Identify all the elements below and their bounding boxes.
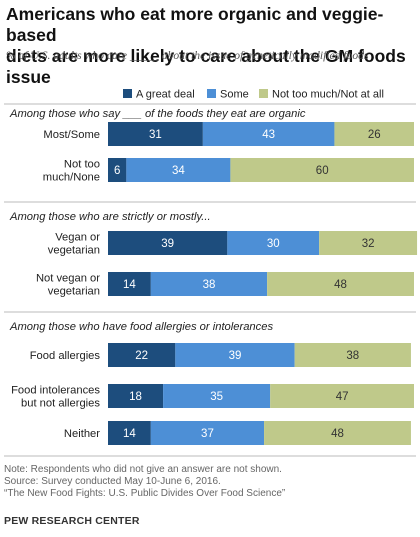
data-label-g3-r3-s1: 14 bbox=[123, 428, 136, 440]
data-label-g1-r2-s3: 60 bbox=[316, 165, 329, 177]
category-label-g2-r2-line2: vegetarian bbox=[48, 286, 100, 298]
bar-segment-g3-r3-s1 bbox=[108, 421, 151, 445]
bar-segment-g3-r3-s2 bbox=[150, 421, 265, 445]
data-label-g3-r1-s2: 39 bbox=[229, 350, 242, 362]
bar-segment-g3-r1-s3 bbox=[294, 343, 411, 367]
data-label-g3-r3-s2: 37 bbox=[201, 428, 214, 440]
category-label-g2-r2-line1: Not vegan or bbox=[36, 273, 100, 285]
bar-segment-g1-r1-s1 bbox=[108, 122, 203, 146]
data-label-g2-r2-s3: 48 bbox=[334, 279, 347, 291]
chart-title: Americans who eat more organic and veggi… bbox=[6, 4, 416, 88]
note-line-1: Note: Respondents who did not give an an… bbox=[4, 464, 282, 475]
bar-segment-g3-r2-s3 bbox=[270, 384, 414, 408]
category-label-g3-r2-line2: but not allergies bbox=[21, 398, 100, 410]
chart-subtitle: % of U.S. adults who care _____ about th… bbox=[6, 49, 369, 62]
legend-swatch-3 bbox=[259, 89, 268, 98]
data-label-g1-r1-s1: 31 bbox=[149, 129, 162, 141]
data-label-g3-r2-s1: 18 bbox=[129, 391, 142, 403]
note-line-3: “The New Food Fights: U.S. Public Divide… bbox=[4, 488, 286, 499]
legend-label-3: Not too much/Not at all bbox=[272, 89, 384, 101]
data-label-g2-r1-s2: 30 bbox=[267, 238, 280, 250]
group-heading-3: Among those who have food allergies or i… bbox=[9, 321, 273, 333]
category-label-g3-r1-line1: Food allergies bbox=[30, 350, 101, 362]
category-label-g2-r1-line2: vegetarian bbox=[48, 245, 100, 257]
group-heading-2: Among those who are strictly or mostly..… bbox=[9, 211, 211, 223]
category-label-g1-r2-line1: Not too bbox=[64, 159, 100, 171]
legend-swatch-1 bbox=[123, 89, 132, 98]
category-label-g3-r3-line1: Neither bbox=[64, 428, 100, 440]
bar-segment-g1-r2-s1 bbox=[108, 158, 127, 182]
chart-title-line-1: Americans who eat more organic and veggi… bbox=[6, 4, 384, 45]
category-label-g2-r1-line1: Vegan or bbox=[55, 232, 100, 244]
data-label-g1-r2-s1: 6 bbox=[114, 165, 120, 177]
bar-segment-g3-r2-s2 bbox=[163, 384, 271, 408]
data-label-g3-r1-s1: 22 bbox=[135, 350, 148, 362]
source-organization: PEW RESEARCH CENTER bbox=[4, 515, 140, 527]
bar-segment-g3-r2-s1 bbox=[108, 384, 164, 408]
legend-swatch-2 bbox=[207, 89, 216, 98]
data-label-g3-r3-s3: 48 bbox=[331, 428, 344, 440]
data-label-g2-r2-s1: 14 bbox=[123, 279, 136, 291]
bar-segment-g2-r2-s1 bbox=[108, 272, 151, 296]
category-label-g1-r2-line2: much/None bbox=[43, 172, 100, 184]
bar-segment-g1-r2-s3 bbox=[230, 158, 414, 182]
note-line-2: Source: Survey conducted May 10-June 6, … bbox=[4, 476, 221, 487]
group-heading-1: Among those who say ___ of the foods the… bbox=[9, 108, 306, 120]
data-label-g3-r2-s2: 35 bbox=[210, 391, 223, 403]
data-label-g1-r2-s2: 34 bbox=[172, 165, 185, 177]
bar-segment-g1-r2-s2 bbox=[126, 158, 231, 182]
legend-label-1: A great deal bbox=[136, 89, 195, 101]
bar-segment-g3-r1-s1 bbox=[108, 343, 176, 367]
category-label-g1-r1-line1: Most/Some bbox=[43, 129, 100, 141]
bar-segment-g2-r1-s3 bbox=[319, 231, 418, 255]
bar-segment-g1-r1-s3 bbox=[334, 122, 414, 146]
data-label-g1-r1-s2: 43 bbox=[262, 129, 275, 141]
data-label-g2-r2-s2: 38 bbox=[203, 279, 216, 291]
bar-segment-g2-r1-s2 bbox=[227, 231, 320, 255]
bar-segment-g2-r2-s2 bbox=[150, 272, 268, 296]
data-label-g3-r1-s3: 38 bbox=[346, 350, 359, 362]
data-label-g1-r1-s3: 26 bbox=[368, 129, 381, 141]
data-label-g3-r2-s3: 47 bbox=[336, 391, 349, 403]
bar-segment-g2-r2-s3 bbox=[267, 272, 414, 296]
bar-segment-g1-r1-s2 bbox=[202, 122, 335, 146]
data-label-g2-r1-s3: 32 bbox=[362, 238, 375, 250]
category-label-g3-r2-line1: Food intolerances bbox=[11, 385, 100, 397]
chart-title-line-2: diets are more likely to care about the … bbox=[6, 46, 406, 87]
bar-segment-g2-r1-s1 bbox=[108, 231, 228, 255]
data-label-g2-r1-s1: 39 bbox=[161, 238, 174, 250]
legend-label-2: Some bbox=[220, 89, 249, 101]
bar-segment-g3-r3-s3 bbox=[264, 421, 411, 445]
bar-segment-g3-r1-s2 bbox=[175, 343, 295, 367]
